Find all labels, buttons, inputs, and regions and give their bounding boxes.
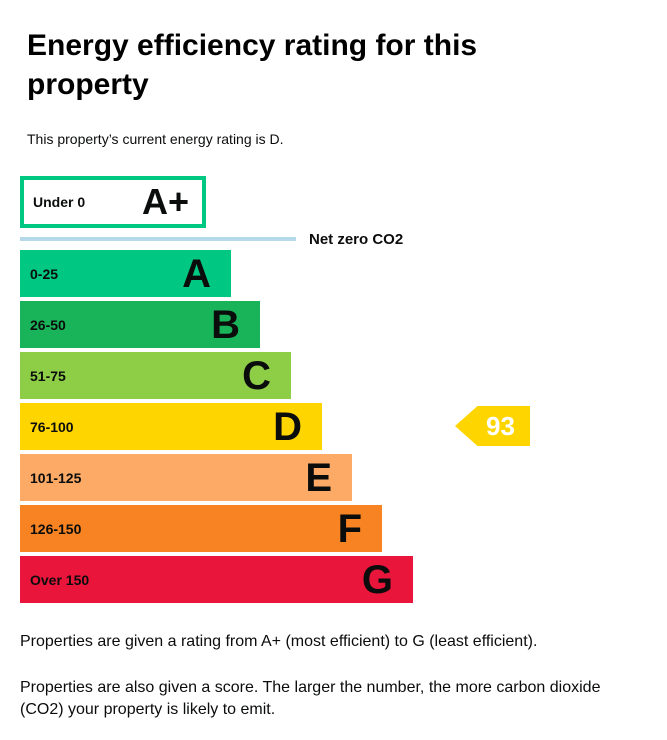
epc-band-f: 126-150 F: [20, 505, 382, 552]
band-letter: D: [273, 404, 302, 449]
page-title: Energy efficiency rating for this proper…: [27, 29, 478, 101]
current-rating-summary: This property’s current energy rating is…: [27, 131, 284, 147]
band-range-label: Under 0: [33, 194, 86, 210]
band-range-label: 51-75: [30, 367, 66, 384]
net-zero-line: [20, 237, 296, 241]
band-range-label: Over 150: [30, 571, 90, 588]
band-letter: F: [337, 506, 362, 551]
band-range-label: 101-125: [30, 469, 82, 486]
band-range-label: 0-25: [30, 265, 59, 282]
epc-page: Energy efficiency rating for this proper…: [20, 29, 647, 718]
bands-list: 0-25 A 26-50 B 51-75 C 76-100 D 93 101-125 E 126-15…: [20, 250, 647, 603]
band-letter: G: [361, 557, 393, 602]
net-zero-row: Net zero CO2: [20, 228, 647, 250]
rating-explanation: Properties are given a rating from A+ (m…: [20, 633, 538, 650]
epc-band-c: 51-75 C: [20, 352, 291, 399]
energy-rating-chart: Under 0 A+ Net zero CO2 0-25 A 26-50 B 51-75 C…: [20, 176, 647, 603]
epc-band-e: 101-125 E: [20, 454, 352, 501]
band-letter: E: [305, 455, 332, 500]
epc-band-a-plus: Under 0 A+: [20, 176, 206, 228]
epc-band-g: Over 150 G: [20, 556, 413, 603]
band-letter: B: [211, 302, 240, 347]
band-letter: C: [242, 353, 271, 398]
band-letter: A+: [141, 181, 189, 222]
epc-band-a: 0-25 A: [20, 250, 231, 297]
epc-band-d: 76-100 D 93: [20, 403, 530, 450]
current-rating-marker: 93: [455, 406, 530, 446]
band-letter: A: [182, 251, 211, 296]
band-range-label: 26-50: [30, 316, 66, 333]
band-range-label: 126-150: [30, 520, 82, 537]
net-zero-label: Net zero CO2: [309, 230, 404, 248]
band-a-plus-slot: Under 0 A+: [20, 176, 647, 228]
score-explanation: Properties are also given a score. The l…: [20, 679, 601, 718]
epc-band-b: 26-50 B: [20, 301, 260, 348]
band-range-label: 76-100: [30, 418, 74, 435]
